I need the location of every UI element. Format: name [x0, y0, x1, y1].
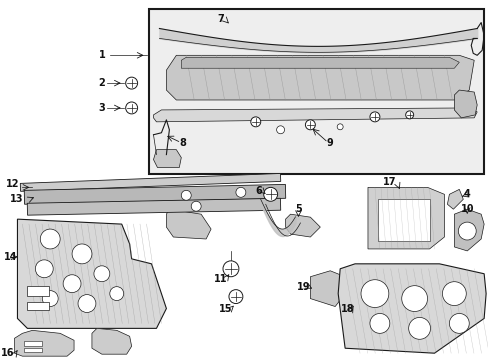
Circle shape	[63, 275, 81, 293]
Circle shape	[110, 287, 123, 301]
Bar	[27, 286, 49, 296]
Circle shape	[305, 120, 315, 130]
Circle shape	[276, 126, 284, 134]
Polygon shape	[20, 174, 280, 191]
Text: 2: 2	[98, 78, 105, 88]
Polygon shape	[92, 328, 131, 354]
Text: 14: 14	[4, 252, 17, 262]
Circle shape	[401, 286, 427, 311]
Circle shape	[125, 102, 137, 114]
Circle shape	[235, 187, 245, 197]
Polygon shape	[453, 90, 476, 118]
Circle shape	[35, 260, 53, 278]
Circle shape	[442, 282, 466, 306]
Polygon shape	[285, 214, 320, 237]
Text: 16: 16	[1, 348, 14, 358]
Circle shape	[94, 266, 110, 282]
Bar	[24, 341, 42, 346]
Circle shape	[78, 294, 96, 312]
Circle shape	[337, 124, 343, 130]
Text: 8: 8	[180, 138, 186, 148]
Text: 18: 18	[341, 303, 354, 314]
Circle shape	[369, 112, 379, 122]
Polygon shape	[18, 219, 166, 328]
Polygon shape	[27, 198, 280, 215]
Text: 6: 6	[255, 186, 262, 196]
Polygon shape	[310, 271, 345, 306]
Text: 10: 10	[460, 204, 473, 214]
Circle shape	[228, 290, 243, 303]
Circle shape	[360, 280, 388, 307]
Circle shape	[40, 229, 60, 249]
Text: 15: 15	[219, 303, 232, 314]
Polygon shape	[153, 108, 476, 122]
Circle shape	[72, 244, 92, 264]
Text: 7: 7	[217, 14, 224, 23]
Polygon shape	[181, 57, 458, 68]
Circle shape	[263, 187, 277, 201]
Circle shape	[448, 314, 468, 333]
Polygon shape	[166, 55, 473, 100]
Circle shape	[405, 111, 413, 119]
Text: 3: 3	[98, 103, 105, 113]
Text: 13: 13	[10, 194, 23, 204]
Polygon shape	[153, 150, 181, 167]
Circle shape	[181, 190, 191, 200]
Circle shape	[191, 201, 201, 211]
Bar	[24, 348, 42, 352]
Bar	[377, 199, 428, 241]
Circle shape	[369, 314, 389, 333]
Text: 9: 9	[326, 138, 333, 148]
Circle shape	[250, 117, 260, 127]
Polygon shape	[338, 264, 485, 353]
Text: 11: 11	[214, 274, 227, 284]
Bar	[27, 302, 49, 310]
Circle shape	[457, 222, 475, 240]
Bar	[148, 9, 483, 175]
Circle shape	[408, 318, 429, 339]
Text: 1: 1	[98, 50, 105, 60]
Circle shape	[223, 261, 239, 277]
Polygon shape	[367, 187, 444, 249]
Text: 17: 17	[382, 177, 396, 188]
Text: 5: 5	[294, 204, 301, 214]
Circle shape	[125, 77, 137, 89]
Text: 12: 12	[6, 179, 19, 189]
Text: 19: 19	[296, 282, 309, 292]
Polygon shape	[15, 330, 74, 356]
Text: 4: 4	[463, 189, 469, 199]
Polygon shape	[453, 209, 483, 251]
Polygon shape	[447, 189, 462, 209]
Polygon shape	[24, 184, 285, 204]
Polygon shape	[166, 209, 211, 239]
Circle shape	[42, 291, 58, 306]
